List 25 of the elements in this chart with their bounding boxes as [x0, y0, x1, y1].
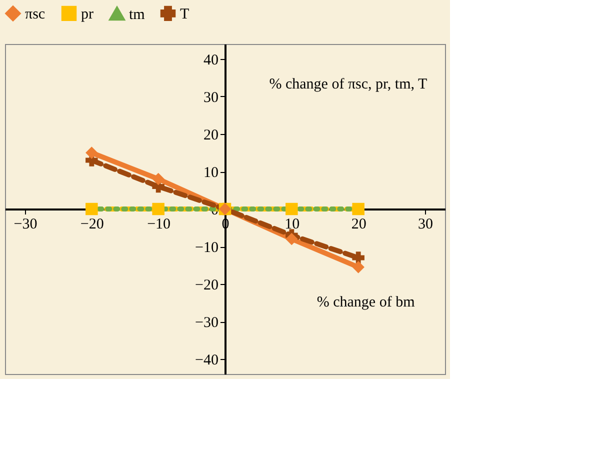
- legend-label: pr: [81, 6, 94, 22]
- x-tick-label: −30: [14, 216, 38, 232]
- legend-label: T: [180, 6, 190, 22]
- point: [152, 172, 164, 186]
- y-tick-label: −30: [195, 315, 218, 331]
- annotation: % change of πsc, pr, tm, T: [269, 76, 428, 93]
- y-tick-label: 30: [204, 90, 218, 106]
- y-tick-label: 40: [204, 52, 218, 68]
- point: [286, 232, 298, 246]
- y-tick-label: −40: [195, 352, 218, 368]
- y-tick-label: 20: [204, 128, 218, 144]
- point: [352, 252, 364, 264]
- point: [352, 261, 364, 274]
- legend-label: tm: [129, 6, 146, 23]
- x-tick-label: 30: [418, 216, 433, 232]
- point: [86, 146, 98, 159]
- y-tick-label: 10: [204, 165, 218, 181]
- x-tick-label: 20: [351, 216, 366, 232]
- annotation: % change of bm: [316, 294, 416, 310]
- y-tick-label: −10: [195, 240, 218, 256]
- legend-label: πsc: [25, 6, 46, 22]
- x-tick-label: −20: [80, 216, 104, 232]
- x-tick-label: 10: [284, 216, 300, 232]
- y-tick-label: −20: [195, 278, 218, 294]
- x-tick-label: −10: [147, 216, 171, 232]
